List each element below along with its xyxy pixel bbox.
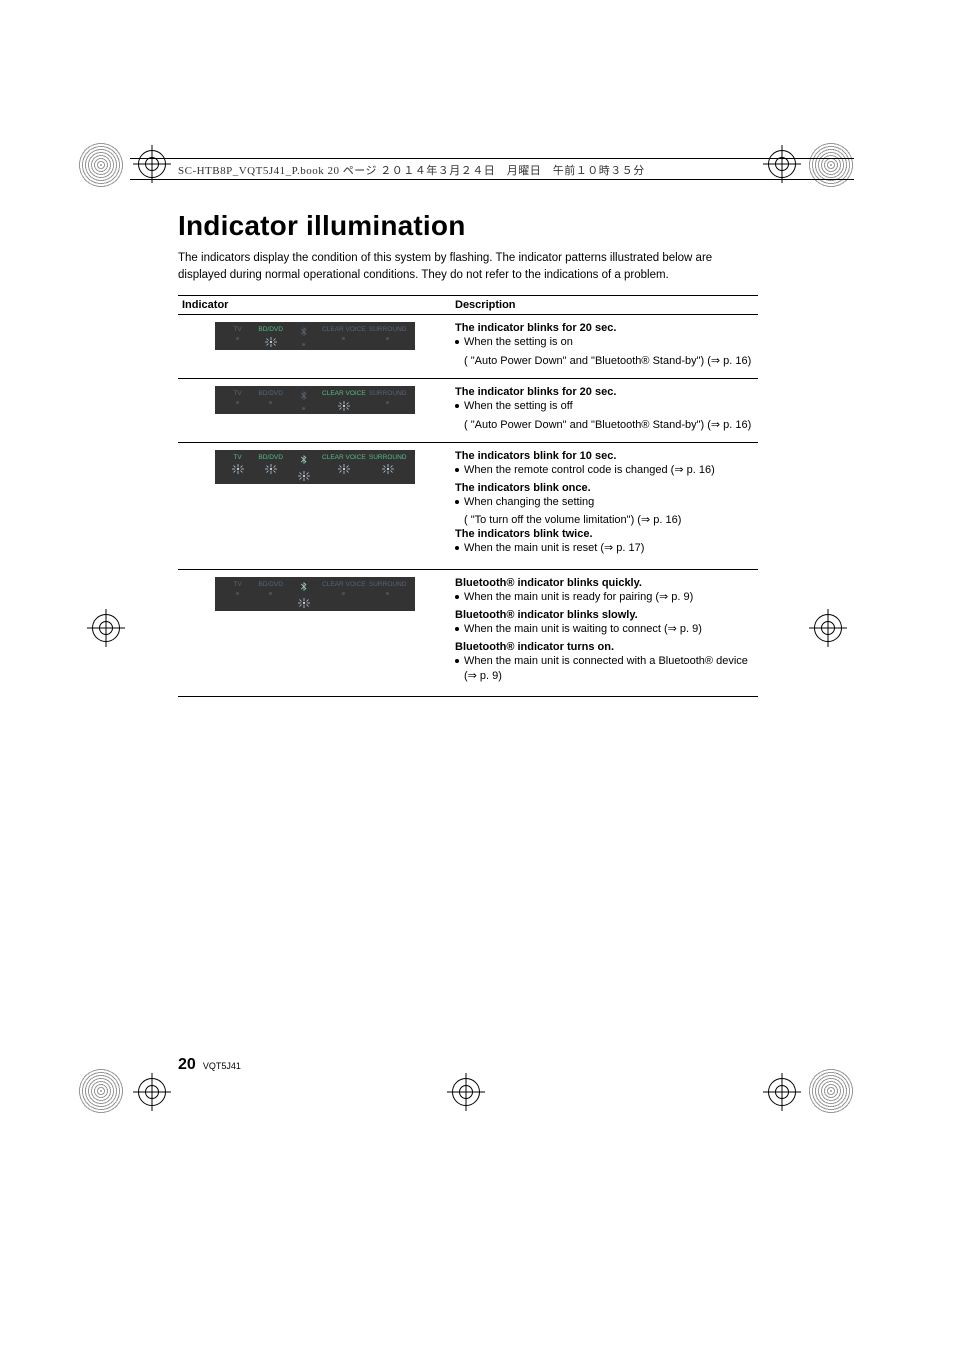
indicator-cell: TVBD/DVDCLEAR VOICESURROUND <box>178 570 451 697</box>
reg-mark-tr <box>768 150 796 178</box>
table-row: TVBD/DVDCLEAR VOICESURROUND Bluetooth® i… <box>178 570 758 697</box>
reg-mark-bl <box>138 1078 166 1106</box>
crop-corner-tr <box>808 142 854 188</box>
header-filepath: SC-HTB8P_VQT5J41_P.book 20 ページ ２０１４年３月２４… <box>178 162 645 178</box>
indicator-cell: TVBD/DVDCLEAR VOICESURROUND <box>178 379 451 443</box>
doc-code: VQT5J41 <box>203 1061 241 1071</box>
page-title: Indicator illumination <box>178 210 758 242</box>
page-footer: 20 VQT5J41 <box>178 1056 241 1074</box>
crop-corner-br <box>808 1068 854 1114</box>
header-rule-top <box>130 158 854 159</box>
page-number: 20 <box>178 1056 196 1073</box>
col-header-indicator: Indicator <box>178 296 451 315</box>
description-cell: The indicator blinks for 20 sec.When the… <box>451 379 758 443</box>
indicator-cell: TVBD/DVDCLEAR VOICESURROUND <box>178 315 451 379</box>
col-header-description: Description <box>451 296 758 315</box>
description-cell: The indicators blink for 10 sec.When the… <box>451 442 758 569</box>
header-rule-bottom <box>130 179 854 180</box>
intro-paragraph: The indicators display the condition of … <box>178 250 758 283</box>
table-row: TVBD/DVDCLEAR VOICESURROUND The indicato… <box>178 442 758 569</box>
reg-mark-left <box>92 614 120 642</box>
table-row: TVBD/DVDCLEAR VOICESURROUND The indicato… <box>178 379 758 443</box>
table-row: TVBD/DVDCLEAR VOICESURROUND The indicato… <box>178 315 758 379</box>
description-cell: The indicator blinks for 20 sec.When the… <box>451 315 758 379</box>
description-cell: Bluetooth® indicator blinks quickly.When… <box>451 570 758 697</box>
reg-mark-bc <box>452 1078 480 1106</box>
reg-mark-tl <box>138 150 166 178</box>
crop-corner-bl <box>78 1068 124 1114</box>
reg-mark-br <box>768 1078 796 1106</box>
page-content: Indicator illumination The indicators di… <box>178 210 758 697</box>
indicator-cell: TVBD/DVDCLEAR VOICESURROUND <box>178 442 451 569</box>
indicator-table: Indicator Description TVBD/DVDCLEAR VOIC… <box>178 295 758 697</box>
crop-corner-tl <box>78 142 124 188</box>
reg-mark-right <box>814 614 842 642</box>
